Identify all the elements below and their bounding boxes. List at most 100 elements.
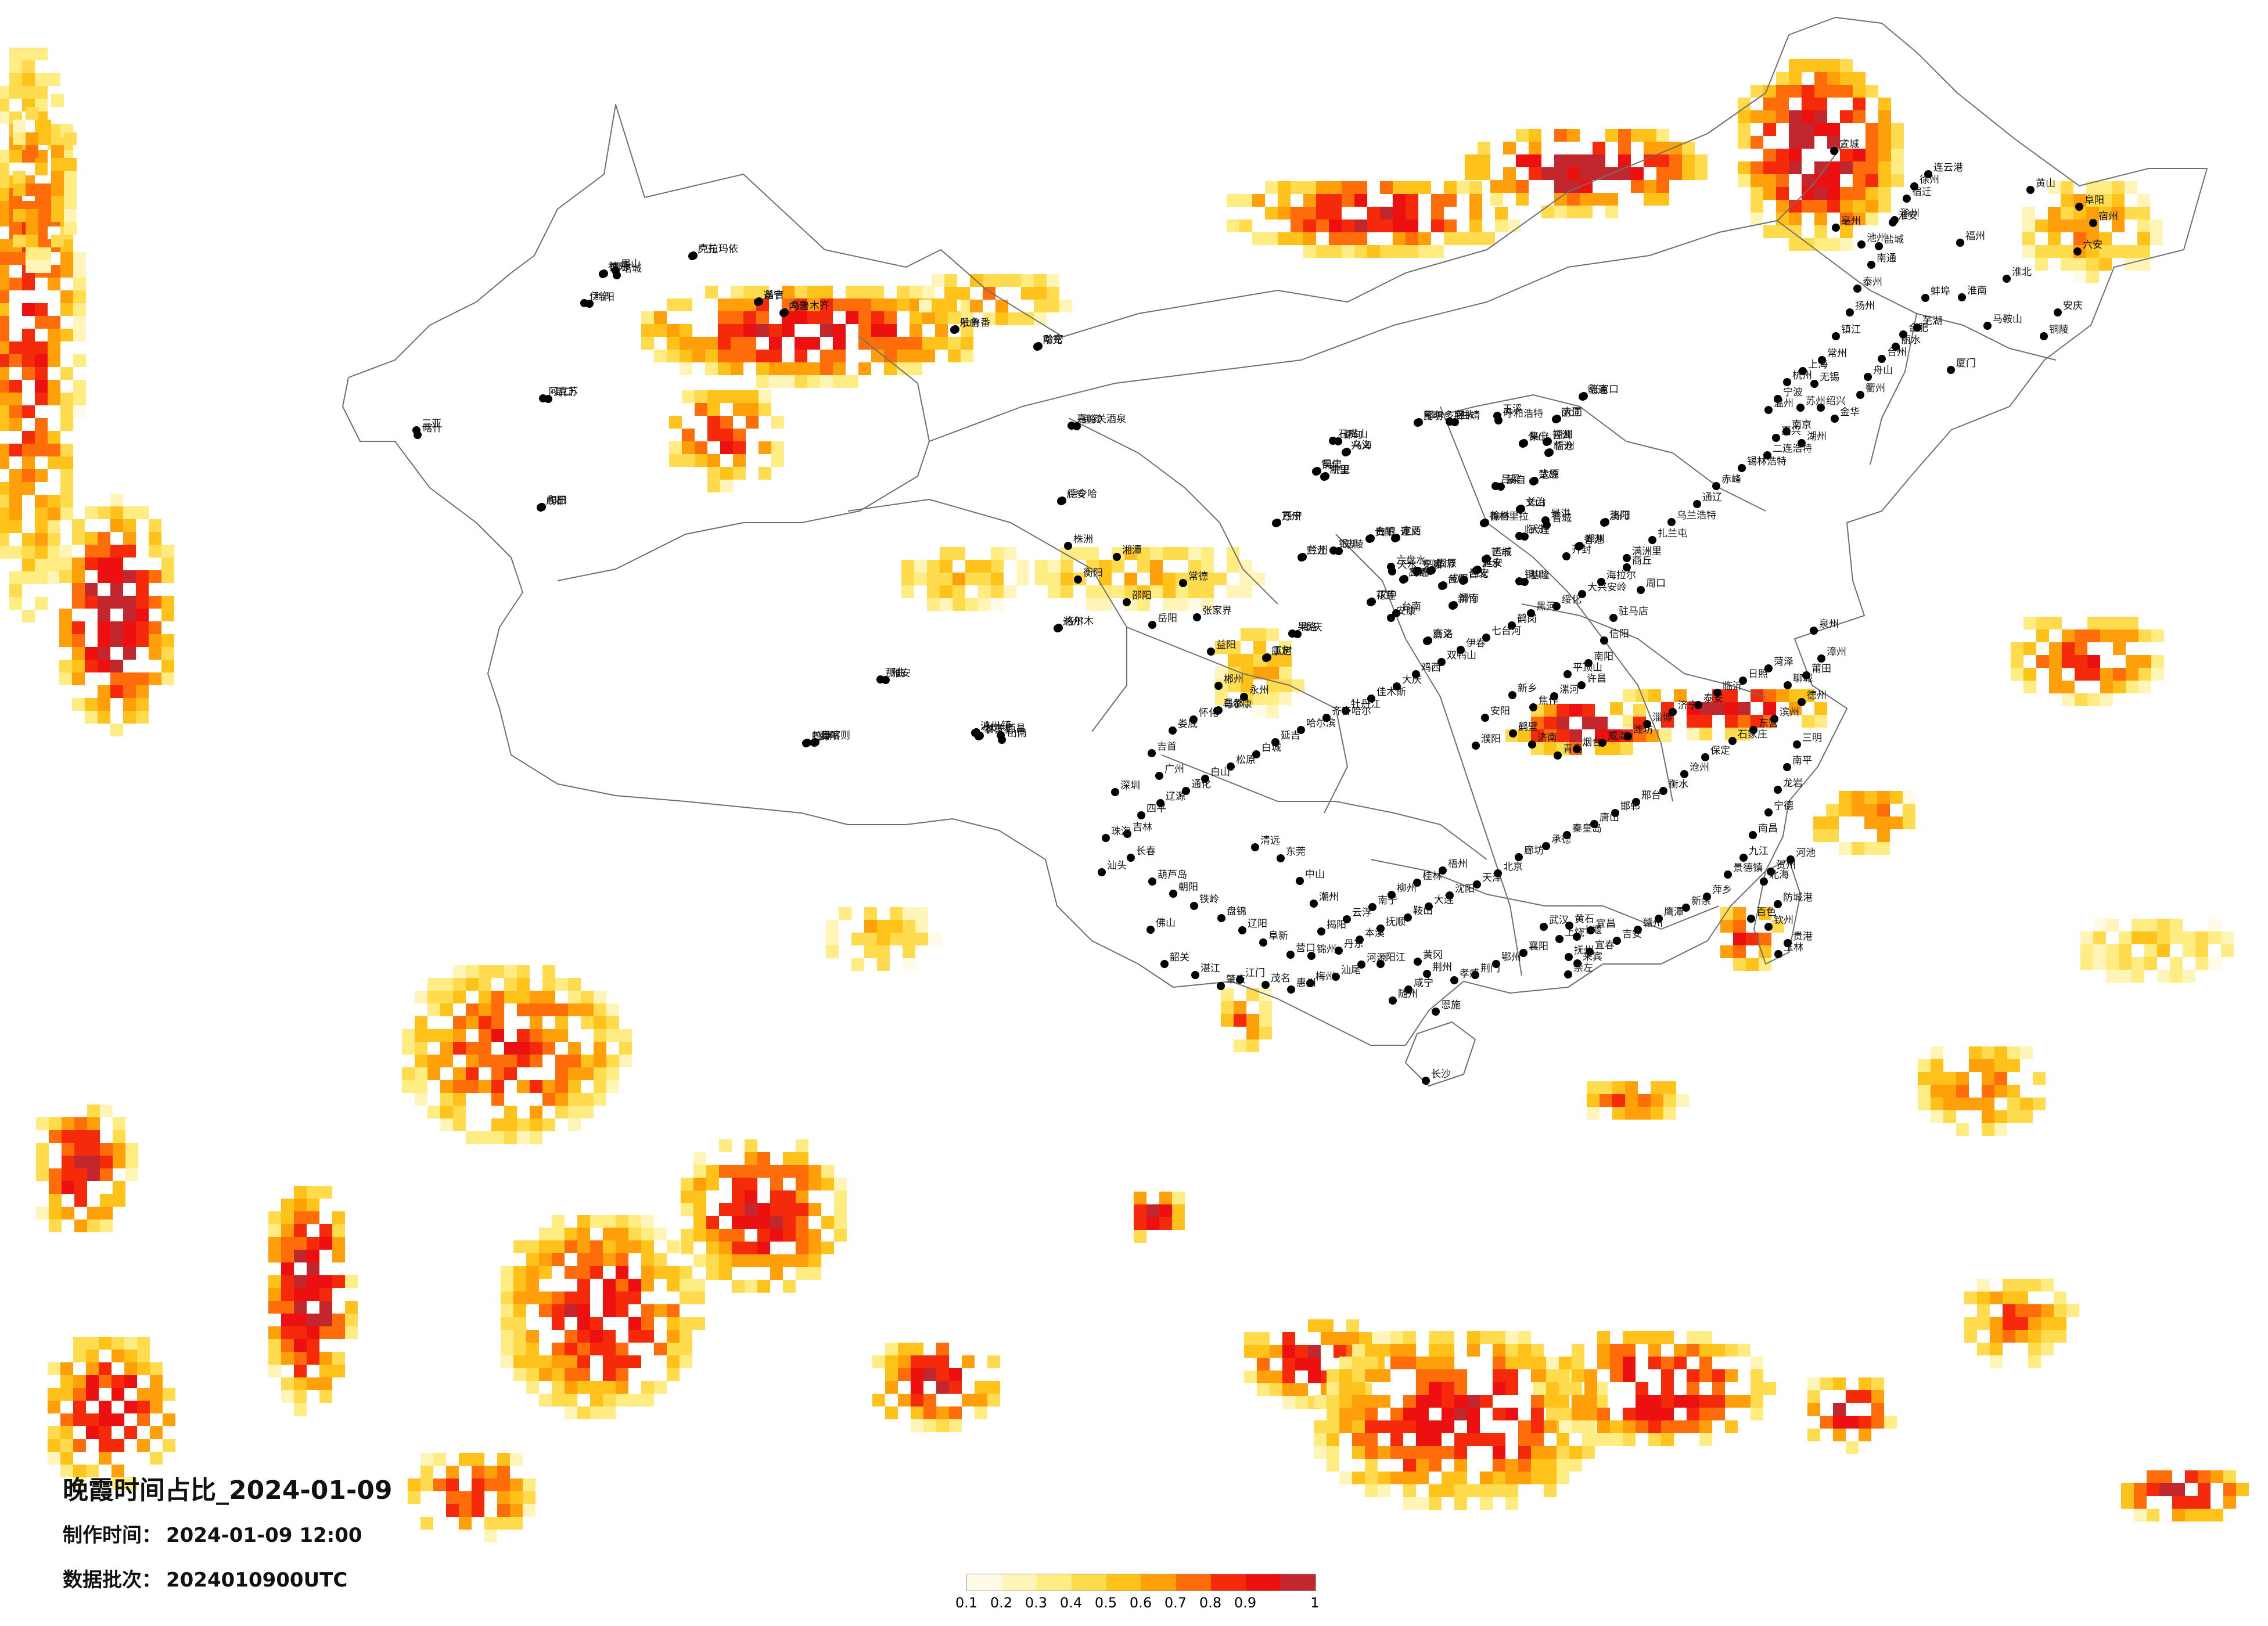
glow-cell (1853, 149, 1866, 161)
glow-cell (35, 86, 48, 99)
glow-cell (1378, 1369, 1390, 1382)
glow-cell (72, 634, 85, 647)
glow-cell (2151, 668, 2164, 681)
city-dot (1563, 670, 1572, 678)
glow-cell (757, 1254, 770, 1267)
glow-cell (0, 354, 9, 367)
glow-cell (1266, 679, 1279, 692)
city-label: 云浮 (1352, 907, 1372, 919)
city-dot (1703, 893, 1711, 901)
glow-cell (9, 418, 22, 431)
city-label: 淮安 (1898, 210, 1918, 222)
glow-cell (1789, 59, 1802, 72)
glow-cell (38, 120, 51, 132)
city-label: 台南 (1401, 601, 1421, 613)
city-label: 中山 (1305, 869, 1325, 880)
glow-cell (491, 1118, 504, 1131)
glow-cell (965, 598, 978, 611)
glow-cell (1610, 1420, 1623, 1433)
glow-cell (1546, 1357, 1559, 1369)
glow-cell (2066, 1304, 2079, 1317)
glow-cell (1531, 1472, 1544, 1484)
glow-cell (74, 1117, 87, 1130)
glow-cell (332, 1211, 345, 1224)
glow-cell (1352, 1408, 1365, 1420)
city-dot (1473, 880, 1481, 888)
glow-cell (2049, 655, 2062, 668)
glow-cell (1303, 181, 1316, 194)
glow-cell (565, 1368, 577, 1381)
glow-cell (149, 634, 161, 647)
glow-cell (1840, 200, 1853, 213)
glow-cell (1853, 174, 1866, 187)
glow-cell (1725, 689, 1738, 702)
glow-cell (718, 311, 731, 324)
glow-cell (1687, 1369, 1699, 1382)
glow-cell (1663, 1081, 1676, 1094)
city-dot (1471, 971, 1479, 979)
glow-cell (2080, 957, 2093, 970)
city-label: 雅安 (891, 668, 911, 679)
glow-cell (796, 1152, 808, 1165)
glow-cell (1878, 98, 1891, 110)
glow-cell (911, 1343, 923, 1355)
glow-cell (1866, 123, 1878, 136)
glow-cell (415, 1067, 427, 1080)
city-dot (1356, 936, 1364, 944)
glow-cell (745, 1165, 757, 1178)
glow-cell (1308, 1319, 1321, 1332)
glow-cell (1253, 692, 1266, 705)
glow-cell (294, 1314, 307, 1326)
glow-cell (466, 1003, 479, 1016)
glow-cell (935, 337, 948, 350)
glow-cell (1531, 1459, 1544, 1472)
glow-cell (1969, 1046, 1982, 1059)
glow-cell (1814, 238, 1827, 251)
glow-cell (1159, 1204, 1172, 1217)
glow-cell (530, 1080, 542, 1093)
city-dot (1404, 913, 1412, 922)
glow-cell (2198, 1470, 2211, 1483)
glow-cell (137, 1350, 150, 1362)
glow-cell (641, 337, 654, 350)
glow-cell (720, 429, 733, 441)
glow-cell (577, 1266, 590, 1279)
glow-cell (1763, 702, 1776, 715)
glow-cell (472, 1478, 484, 1491)
glow-cell (59, 634, 72, 647)
city-label: 宜春 (1595, 940, 1615, 951)
city-label: 菏泽 (1774, 656, 1793, 668)
city-dot (1739, 854, 1748, 862)
glow-cell (1593, 154, 1605, 167)
glow-cell (1557, 1459, 1569, 1472)
glow-cell (1188, 573, 1201, 585)
glow-cell (74, 1181, 87, 1194)
glow-cell (1518, 1344, 1531, 1357)
glow-cell (581, 1067, 594, 1080)
glow-cell (783, 1216, 796, 1229)
glow-cell (2150, 220, 2163, 232)
glow-cell (87, 1156, 100, 1168)
city-dot (1903, 195, 1911, 203)
glow-cell (501, 1292, 513, 1304)
city-dot (1519, 949, 1527, 957)
glow-cell (1648, 1420, 1661, 1433)
glow-cell (491, 1067, 504, 1080)
glow-cell (1751, 1395, 1763, 1408)
glow-cell (719, 1229, 732, 1242)
glow-cell (757, 1203, 770, 1216)
glow-cell (294, 1186, 307, 1199)
glow-cell (123, 634, 136, 647)
glow-cell (113, 1117, 125, 1130)
glow-cell (1508, 220, 1521, 232)
city-dot (1293, 630, 1302, 638)
glow-cell (1559, 1408, 1572, 1420)
glow-cell (1393, 220, 1406, 232)
glow-cell (568, 991, 581, 1003)
glow-cell (795, 350, 807, 362)
city-dot (1784, 681, 1792, 689)
city-dot (1432, 1008, 1440, 1016)
glow-cell (2119, 944, 2132, 957)
city-dot (1587, 926, 1595, 934)
glow-cell (705, 362, 718, 375)
